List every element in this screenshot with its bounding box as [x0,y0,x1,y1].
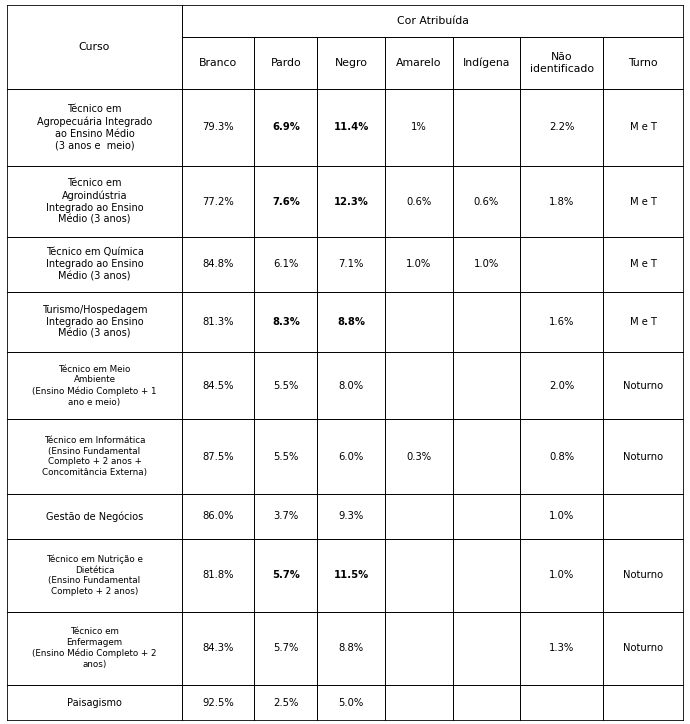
Text: 86.0%: 86.0% [202,511,234,521]
Text: 1.6%: 1.6% [549,317,574,327]
Text: Turismo/Hospedagem
Integrado ao Ensino
Médio (3 anos): Turismo/Hospedagem Integrado ao Ensino M… [42,305,147,339]
Text: 87.5%: 87.5% [202,452,234,461]
Text: 6.0%: 6.0% [339,452,364,461]
Text: 0.6%: 0.6% [406,196,431,206]
Text: 92.5%: 92.5% [202,698,234,707]
Text: 1.3%: 1.3% [549,643,574,653]
Text: Cor Atribuída: Cor Atribuída [397,16,469,26]
Text: Técnico em Nutrição e
Dietética
(Ensino Fundamental
Completo + 2 anos): Técnico em Nutrição e Dietética (Ensino … [46,555,143,596]
Text: 2.2%: 2.2% [549,122,574,132]
Text: 11.5%: 11.5% [333,571,368,580]
Text: Técnico em
Agropecuária Integrado
ao Ensino Médio
(3 anos e  meio): Técnico em Agropecuária Integrado ao Ens… [37,104,152,151]
Text: 81.3%: 81.3% [202,317,234,327]
Text: Técnico em Meio
Ambiente
(Ensino Médio Completo + 1
ano e meio): Técnico em Meio Ambiente (Ensino Médio C… [32,365,157,407]
Text: 0.8%: 0.8% [549,452,574,461]
Text: 79.3%: 79.3% [202,122,234,132]
Text: Paisagismo: Paisagismo [67,698,122,707]
Text: 81.8%: 81.8% [202,571,234,580]
Text: Técnico em Química
Integrado ao Ensino
Médio (3 anos): Técnico em Química Integrado ao Ensino M… [46,248,144,282]
Text: 2.5%: 2.5% [273,698,299,707]
Text: Noturno: Noturno [623,381,663,391]
Text: 5.7%: 5.7% [273,643,299,653]
Text: 0.6%: 0.6% [474,196,499,206]
Text: Noturno: Noturno [623,452,663,461]
Text: 1.0%: 1.0% [474,259,499,269]
Text: 5.7%: 5.7% [272,571,299,580]
Text: Técnico em
Enfermagem
(Ensino Médio Completo + 2
anos): Técnico em Enfermagem (Ensino Médio Comp… [32,627,157,669]
Text: 1.0%: 1.0% [406,259,431,269]
Text: 1%: 1% [411,122,426,132]
Text: 6.1%: 6.1% [273,259,299,269]
Text: 77.2%: 77.2% [202,196,234,206]
Text: Noturno: Noturno [623,571,663,580]
Text: Negro: Negro [335,58,368,67]
Text: 8.8%: 8.8% [337,317,365,327]
Text: 84.3%: 84.3% [203,643,234,653]
Text: Gestão de Negócios: Gestão de Negócios [46,511,143,522]
Text: 1.0%: 1.0% [549,511,574,521]
Text: 5.0%: 5.0% [339,698,364,707]
Text: 5.5%: 5.5% [273,452,299,461]
Text: Indígena: Indígena [463,57,510,68]
Text: 8.8%: 8.8% [339,643,364,653]
Text: 84.5%: 84.5% [202,381,234,391]
Text: 8.0%: 8.0% [339,381,364,391]
Text: Turno: Turno [629,58,658,67]
Text: 1.8%: 1.8% [549,196,574,206]
Text: 84.8%: 84.8% [203,259,234,269]
Text: Técnico em Informática
(Ensino Fundamental
Completo + 2 anos +
Concomitância Ext: Técnico em Informática (Ensino Fundament… [42,436,147,477]
Text: 0.3%: 0.3% [406,452,431,461]
Text: 1.0%: 1.0% [549,571,574,580]
Text: Amarelo: Amarelo [396,58,442,67]
Text: M e T: M e T [630,317,657,327]
Text: 3.7%: 3.7% [273,511,299,521]
Text: Branco: Branco [199,58,237,67]
Text: 5.5%: 5.5% [273,381,299,391]
Text: 6.9%: 6.9% [272,122,299,132]
Text: 9.3%: 9.3% [339,511,364,521]
Text: 12.3%: 12.3% [334,196,368,206]
Text: 7.1%: 7.1% [339,259,364,269]
Text: 8.3%: 8.3% [272,317,299,327]
Text: Noturno: Noturno [623,643,663,653]
Text: Curso: Curso [79,42,110,52]
Text: M e T: M e T [630,196,657,206]
Text: Pardo: Pardo [270,58,302,67]
Text: 7.6%: 7.6% [272,196,299,206]
Text: M e T: M e T [630,122,657,132]
Text: M e T: M e T [630,259,657,269]
Text: Não
identificado: Não identificado [530,51,594,74]
Text: 11.4%: 11.4% [333,122,369,132]
Text: 2.0%: 2.0% [549,381,574,391]
Text: Técnico em
Agroindústria
Integrado ao Ensino
Médio (3 anos): Técnico em Agroindústria Integrado ao En… [46,178,144,225]
